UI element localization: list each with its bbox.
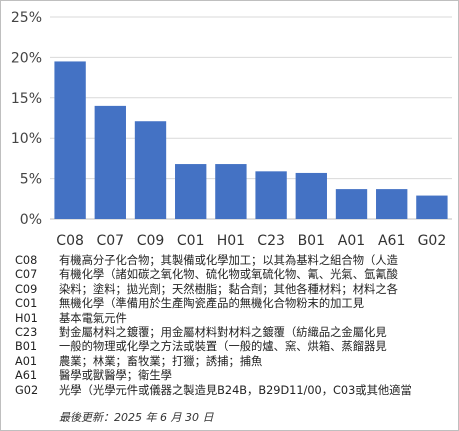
legend-row: G02 光學（光學元件或儀器之製造見B24B，B29D11/00，C03或其他適當	[15, 384, 455, 398]
legend-description: 有機高分子化合物；其製備或化學加工；以其為基料之組合物（人造	[59, 254, 398, 267]
legend-row: A01 農業；林業；畜牧業；打獵；誘捕；捕魚	[15, 355, 455, 369]
legend-description: 有機化學（諸如碳之氧化物、硫化物或氧硫化物、氰、光氣、氫氰酸	[59, 268, 398, 282]
y-tick-label: 0%	[20, 212, 42, 228]
y-tick-label: 15%	[11, 91, 42, 107]
bar-b01	[295, 172, 327, 219]
bar-c07	[94, 105, 126, 219]
legend-description: 一般的物理或化學之方法或裝置（一般的爐、窯、烘箱、蒸餾器見	[59, 340, 387, 354]
ipc-code-legend: C08 有機高分子化合物；其製備或化學加工；以其為基料之組合物（人造 C07 有機化學…	[15, 254, 455, 398]
y-tick-label: 10%	[11, 131, 42, 147]
legend-description: 光學（光學元件或儀器之製造見B24B，B29D11/00，C03或其他適當	[59, 383, 412, 397]
legend-description: 農業；林業；畜牧業；打獵；誘捕；捕魚	[59, 354, 263, 368]
bar-c08	[54, 61, 86, 219]
x-tick-label: A01	[338, 233, 365, 249]
legend-row: C01 無機化學（準備用於生產陶瓷產品的無機化合物粉末的加工見	[15, 297, 455, 311]
bar-chart: 0% 5% 10% 15% 20% 25% C08 C07 C09 C01 H01 C23 B01 A01…	[11, 10, 452, 249]
y-tick-label: 25%	[11, 10, 42, 26]
legend-description: 對金屬材料之鍍覆；用金屬材料對材料之鍍覆（紡織品之金屬化見	[59, 325, 387, 339]
bar-h01	[215, 164, 247, 219]
legend-description: 醫學或獸醫學；衛生學	[59, 369, 172, 383]
legend-row: C09 染料；塗料；拋光劑；天然樹脂；黏合劑；其他各種材料；材料之各	[15, 283, 455, 297]
y-tick-label: 20%	[11, 50, 42, 66]
legend-row: H01 基本電氣元件	[15, 312, 455, 326]
x-tick-label: C08	[56, 233, 84, 249]
bar-c23	[255, 171, 287, 219]
bar-c09	[134, 121, 167, 219]
legend-code: A01	[15, 354, 38, 368]
legend-code: B01	[15, 340, 38, 354]
x-tick-label: A61	[378, 233, 405, 249]
legend-code: C08	[15, 254, 38, 267]
bar-g02	[416, 195, 448, 219]
last-updated-note: 最後更新：2025 年 6 月 30 日	[59, 411, 214, 424]
x-tick-label: C23	[257, 233, 285, 249]
legend-code: G02	[15, 383, 39, 397]
bar-c01	[175, 164, 207, 219]
bar-a01	[335, 189, 368, 219]
legend-row: C23 對金屬材料之鍍覆；用金屬材料對材料之鍍覆（紡織品之金屬化見	[15, 326, 455, 340]
x-tick-label: C07	[97, 233, 125, 249]
x-tick-label: C09	[137, 233, 165, 249]
legend-code: C23	[15, 325, 38, 339]
legend-row: C07 有機化學（諸如碳之氧化物、硫化物或氧硫化物、氰、光氣、氫氰酸	[15, 268, 455, 282]
legend-code: C09	[15, 282, 38, 296]
legend-row: A61 醫學或獸醫學；衛生學	[15, 369, 455, 383]
bar-a61	[376, 189, 408, 219]
legend-description: 無機化學（準備用於生產陶瓷產品的無機化合物粉末的加工見	[59, 297, 365, 311]
y-tick-label: 5%	[20, 172, 42, 188]
legend-code: C01	[15, 297, 38, 311]
legend-row: B01 一般的物理或化學之方法或裝置（一般的爐、窯、烘箱、蒸餾器見	[15, 340, 455, 354]
x-tick-label: C01	[177, 233, 205, 249]
legend-description: 基本電氣元件	[59, 311, 127, 325]
legend-code: A61	[15, 369, 38, 383]
x-tick-label: B01	[298, 233, 325, 249]
legend-row: C08 有機高分子化合物；其製備或化學加工；以其為基料之組合物（人造	[15, 254, 455, 268]
x-tick-label: G02	[418, 233, 447, 249]
legend-description: 染料；塗料；拋光劑；天然樹脂；黏合劑；其他各種材料；材料之各	[59, 282, 398, 296]
legend-code: C07	[15, 268, 38, 282]
legend-code: H01	[15, 311, 38, 325]
x-tick-label: H01	[217, 233, 245, 249]
